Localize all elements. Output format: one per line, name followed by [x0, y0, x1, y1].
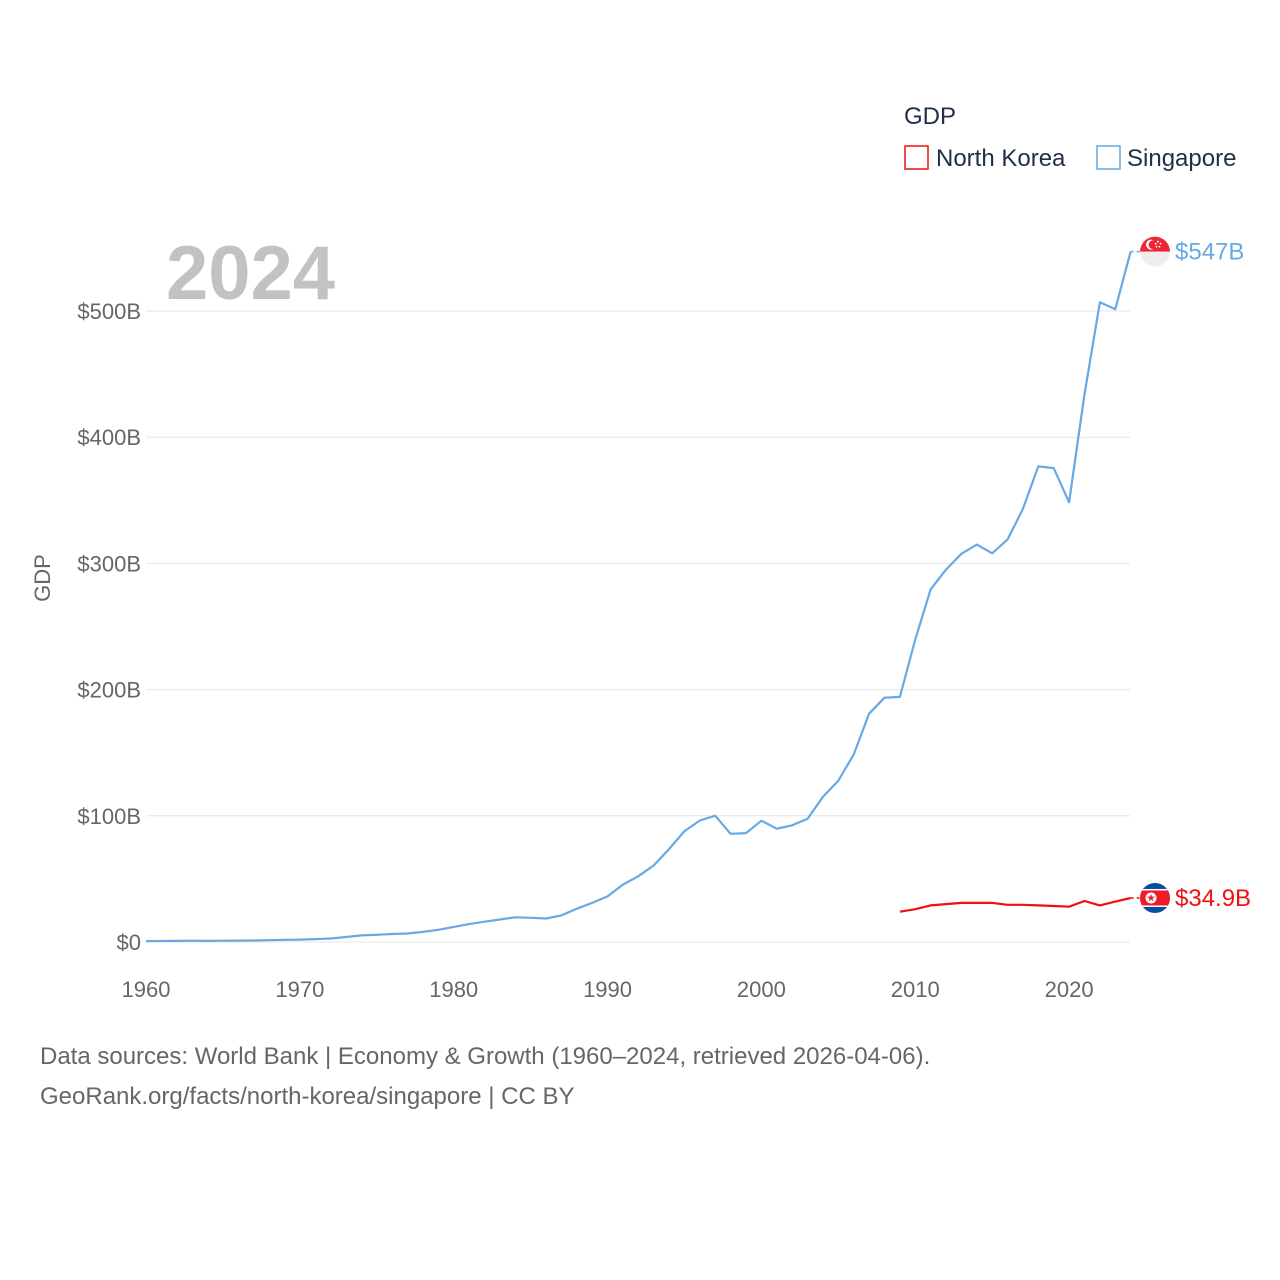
y-tick-label: $300B — [77, 551, 141, 576]
footer-attribution-line: GeoRank.org/facts/north-korea/singapore … — [40, 1083, 575, 1110]
x-tick-label: 2000 — [737, 977, 786, 1002]
gridlines — [146, 310, 1130, 943]
singapore-flag-icon — [1140, 236, 1170, 267]
footer-source-line: Data sources: World Bank | Economy & Gro… — [40, 1043, 931, 1070]
legend-label-singapore: Singapore — [1127, 145, 1236, 172]
series-line-north-korea — [899, 896, 1131, 913]
series-line-singapore — [145, 251, 1132, 943]
north-korea-flag-icon — [1140, 882, 1170, 913]
legend-item-north-korea[interactable]: North Korea — [904, 145, 1066, 172]
legend-label-north-korea: North Korea — [936, 145, 1066, 172]
singapore-end-label: $547B — [1175, 239, 1244, 266]
x-tick-label: 2010 — [891, 977, 940, 1002]
north-korea-end-label: $34.9B — [1175, 885, 1251, 912]
gdp-line-chart: $0 $100B $200B $300B $400B $500B 1960 1970 1980… — [30, 103, 1251, 1002]
x-tick-label: 2020 — [1045, 977, 1094, 1002]
y-axis-title: GDP — [30, 554, 55, 602]
x-tick-label: 1960 — [122, 977, 171, 1002]
legend-title: GDP — [904, 103, 956, 130]
legend-swatch-singapore — [1096, 145, 1121, 170]
y-tick-label: $0 — [117, 930, 141, 955]
legend-swatch-north-korea — [904, 145, 929, 170]
y-axis-ticks: $0 $100B $200B $300B $400B $500B — [77, 299, 141, 955]
y-tick-label: $400B — [77, 425, 141, 450]
y-tick-label: $500B — [77, 299, 141, 324]
x-tick-label: 1970 — [275, 977, 324, 1002]
x-axis-ticks: 1960 1970 1980 1990 2000 2010 2020 — [122, 977, 1094, 1002]
y-tick-label: $200B — [77, 678, 141, 703]
year-label: 2024 — [166, 231, 335, 316]
series-lines — [145, 250, 1140, 943]
legend-item-singapore[interactable]: Singapore — [1096, 145, 1236, 172]
legend[interactable]: GDP North Korea Singapore — [904, 103, 1236, 172]
y-tick-label: $100B — [77, 804, 141, 829]
x-tick-label: 1990 — [583, 977, 632, 1002]
x-tick-label: 1980 — [429, 977, 478, 1002]
